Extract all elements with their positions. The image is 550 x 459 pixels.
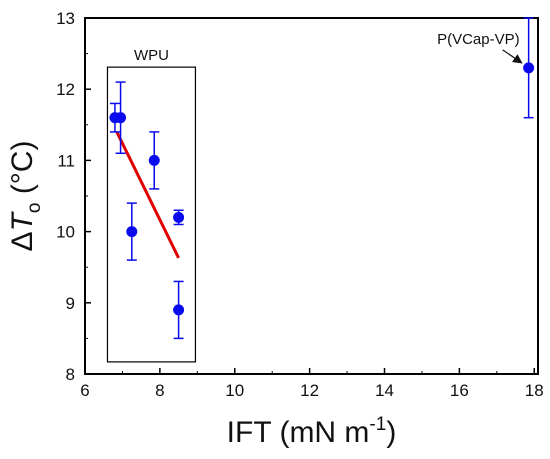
x-tick-label-6: 6 bbox=[80, 381, 89, 400]
x-axis-title-suffix: ) bbox=[386, 416, 396, 449]
group-box-layer: WPU bbox=[106, 47, 197, 363]
y-tick-label-10: 10 bbox=[56, 223, 75, 242]
y-axis-title-suffix: (°C) bbox=[6, 141, 39, 203]
fit-layer bbox=[115, 131, 180, 259]
wpu-group-label: WPU bbox=[134, 47, 169, 64]
data-point-5 bbox=[173, 304, 185, 316]
x-tick-label-16: 16 bbox=[450, 381, 469, 400]
data-point-1 bbox=[115, 112, 127, 124]
data-point-2 bbox=[126, 226, 138, 238]
x-tick-label-10: 10 bbox=[225, 381, 244, 400]
fit-line bbox=[115, 131, 180, 259]
annotation-layer: P(VCap-VP) bbox=[437, 31, 523, 64]
points-layer bbox=[109, 17, 535, 340]
y-tick-label-9: 9 bbox=[66, 294, 75, 313]
x-tick-label-12: 12 bbox=[300, 381, 319, 400]
y-tick-label-12: 12 bbox=[56, 80, 75, 99]
data-point-4 bbox=[173, 211, 185, 223]
y-axis-title: ΔTo (°C) bbox=[6, 141, 45, 252]
y-axis-title-symbol: T bbox=[6, 210, 39, 231]
y-axis-title-delta: Δ bbox=[6, 231, 39, 251]
x-axis-title-superscript: -1 bbox=[369, 414, 386, 435]
y-tick-label-13: 13 bbox=[56, 9, 75, 28]
x-axis-title-main: IFT (mN m bbox=[227, 416, 370, 449]
axes-frame bbox=[84, 17, 539, 375]
x-tick-label-8: 8 bbox=[155, 381, 164, 400]
data-point-6 bbox=[523, 62, 535, 74]
x-axis-title: IFT (mN m-1) bbox=[227, 414, 397, 449]
y-tick-label-8: 8 bbox=[66, 365, 75, 384]
wpu-group-box bbox=[106, 66, 197, 363]
plot-area bbox=[84, 17, 539, 375]
x-tick-label-14: 14 bbox=[375, 381, 394, 400]
x-tick-label-18: 18 bbox=[525, 381, 544, 400]
annotation-arrow bbox=[502, 49, 523, 64]
y-axis-title-subscript: o bbox=[24, 203, 45, 214]
data-point-3 bbox=[148, 154, 160, 166]
y-tick-label-11: 11 bbox=[57, 151, 75, 170]
annotation-p-vcap-vp: P(VCap-VP) bbox=[437, 31, 520, 48]
